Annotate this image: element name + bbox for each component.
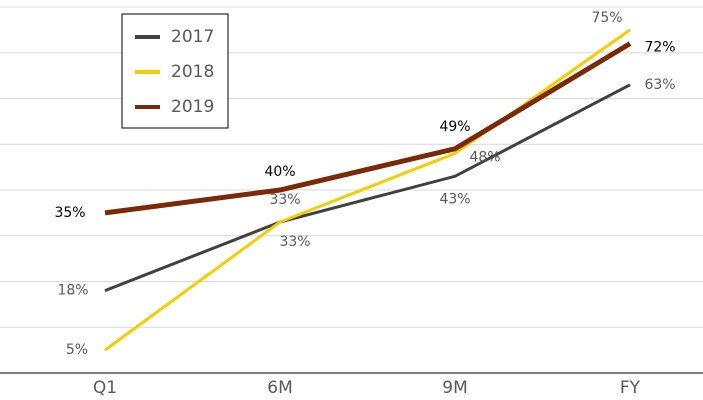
data-label: 33% — [269, 192, 300, 208]
legend-label: 2017 — [171, 27, 214, 47]
legend-label: 2019 — [171, 97, 214, 117]
data-label: 43% — [439, 191, 470, 207]
x-tick-label: 9M — [442, 378, 467, 398]
data-label: 18% — [57, 283, 88, 299]
data-label: 72% — [644, 40, 675, 56]
x-tick-label: Q1 — [93, 378, 117, 398]
data-label: 75% — [591, 10, 622, 26]
x-tick-label: FY — [620, 378, 641, 398]
series-line — [104, 28, 631, 352]
data-label: 33% — [279, 234, 310, 250]
series-line — [104, 83, 631, 293]
data-label: 63% — [644, 77, 675, 93]
data-label: 48% — [469, 149, 500, 165]
series-line — [104, 41, 632, 216]
legend-label: 2018 — [171, 62, 214, 82]
x-tick-label: 6M — [267, 378, 292, 398]
data-label: 49% — [439, 119, 470, 135]
data-label: 5% — [66, 342, 88, 358]
data-label: 35% — [54, 205, 85, 221]
data-label: 40% — [264, 164, 295, 180]
